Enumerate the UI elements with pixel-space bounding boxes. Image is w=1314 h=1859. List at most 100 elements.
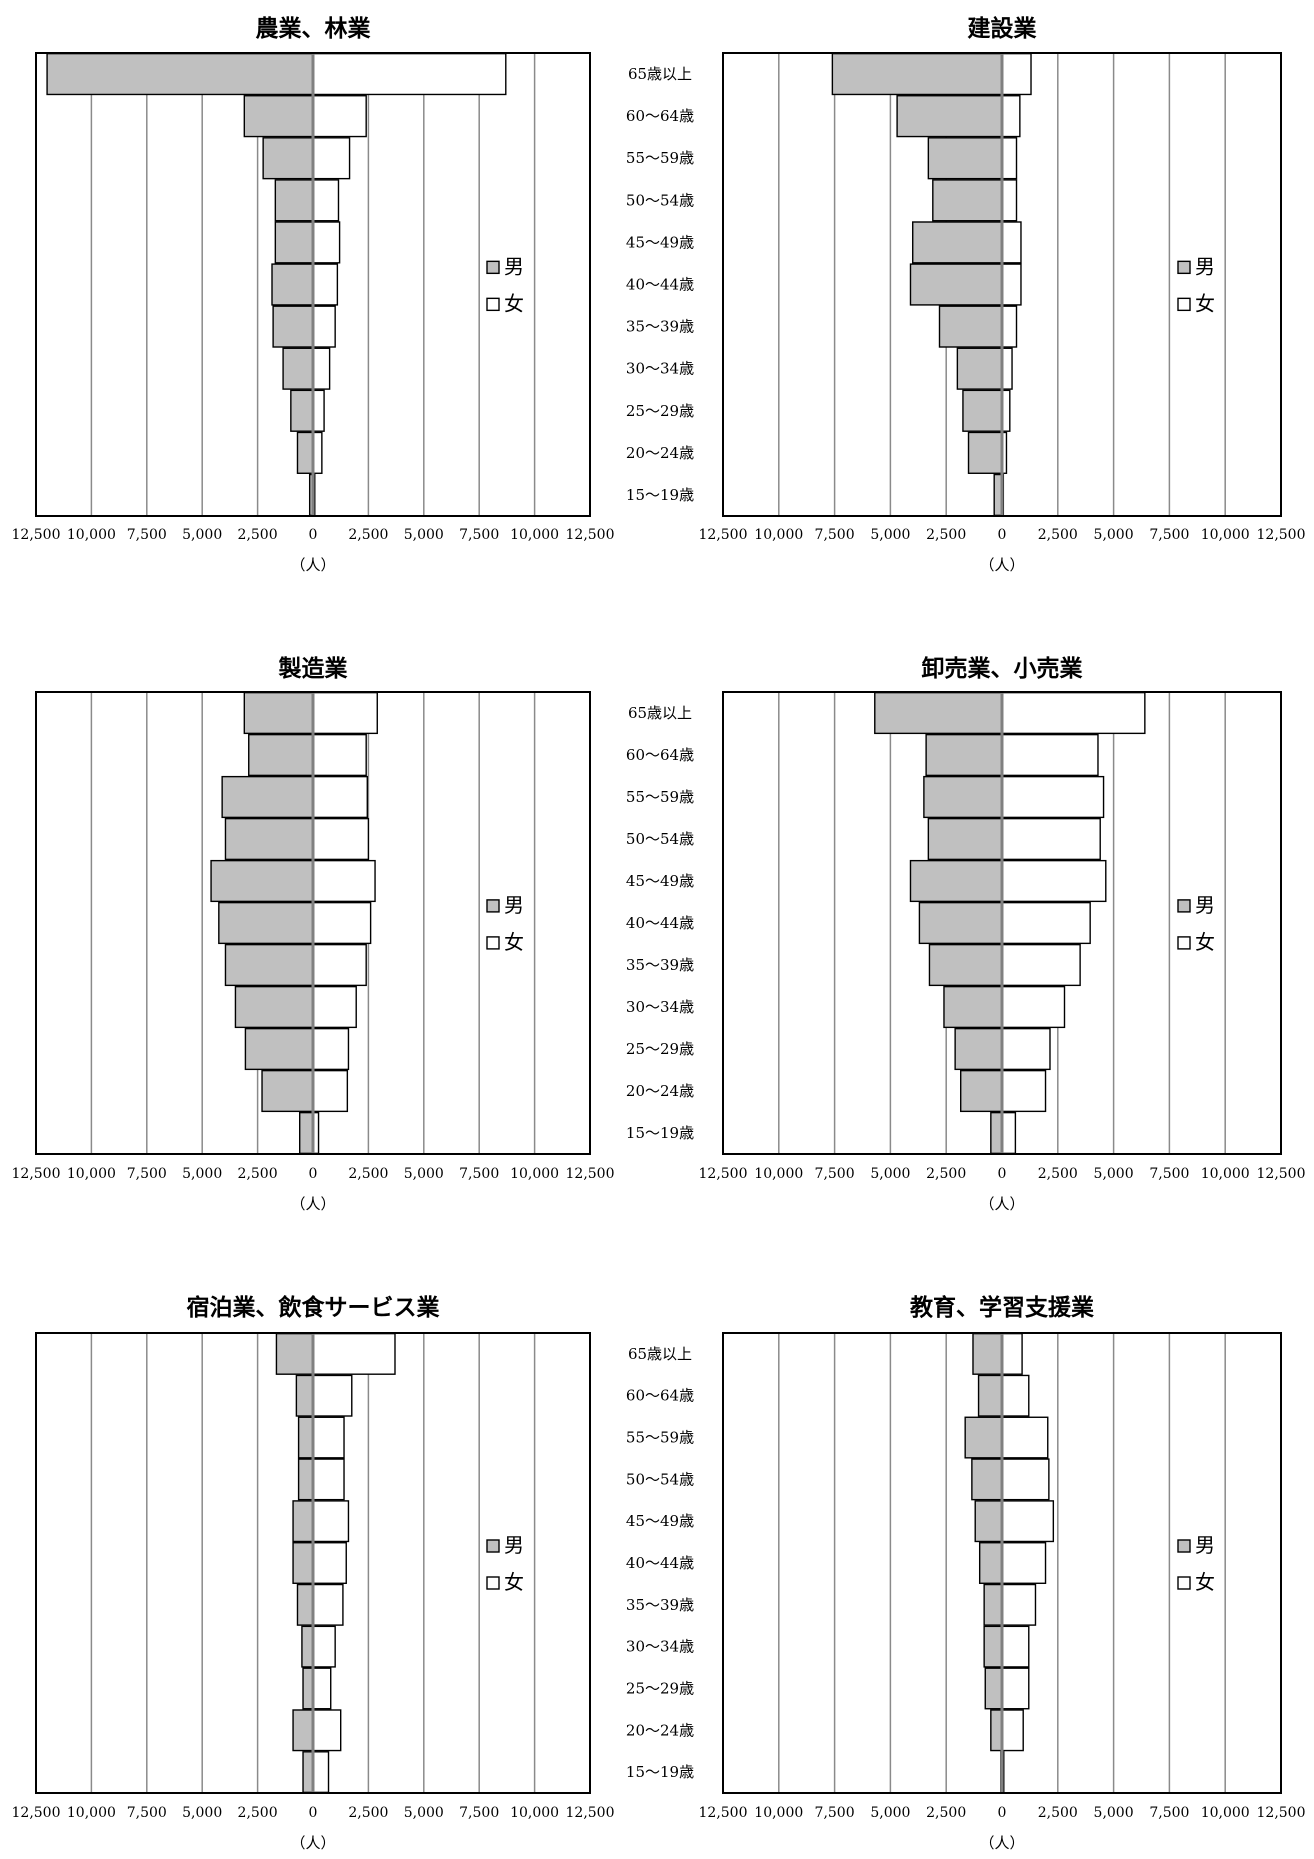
bar-male (46, 52, 314, 96)
bar-female (1001, 1583, 1037, 1626)
bar-male (928, 943, 1003, 987)
panel-title: 卸売業、小売業 (922, 655, 1084, 682)
x-tick-label: 7,500 (1149, 1166, 1189, 1182)
x-tick-label: 12,500 (566, 1805, 615, 1821)
bar-male (927, 137, 1003, 180)
bar-female (312, 1542, 347, 1584)
panel-title: 建設業 (968, 15, 1038, 42)
x-tick-label: 2,500 (926, 1805, 966, 1821)
age-group-label: 45～49歳 (626, 233, 694, 251)
x-tick-label: 7,500 (459, 527, 499, 543)
x-tick-label: 0 (309, 527, 318, 543)
bar-male (932, 179, 1003, 222)
bar-male (960, 1069, 1003, 1113)
bar-male (896, 95, 1003, 138)
age-group-label: 65歳以上 (628, 65, 692, 83)
bar-male (218, 901, 314, 945)
age-group-label: 30～34歳 (626, 1638, 694, 1656)
x-axis-label: （人） (979, 1195, 1024, 1213)
x-axis-label: （人） (290, 556, 335, 574)
x-tick-label: 2,500 (238, 1166, 278, 1182)
legend-label-male: 男 (1195, 254, 1215, 278)
bar-male (984, 1667, 1003, 1710)
bar-male (974, 1500, 1003, 1543)
legend-swatch-female (486, 936, 500, 950)
bar-female (1001, 901, 1091, 945)
panel-title: 教育、学習支援業 (910, 1294, 1095, 1321)
bar-male (874, 691, 1003, 735)
bar-female (312, 1667, 332, 1710)
legend-label-female: 女 (504, 1570, 524, 1594)
x-tick-label: 12,500 (699, 1805, 748, 1821)
bar-male (909, 263, 1003, 306)
bar-female (1001, 95, 1021, 138)
bar-male (275, 1332, 314, 1375)
age-group-label: 40～44歳 (626, 276, 694, 294)
bar-female (1001, 1332, 1023, 1375)
bar-female (1001, 1625, 1030, 1668)
age-group-label: 25～29歳 (626, 402, 694, 420)
bar-female (1001, 859, 1107, 903)
legend-label-female: 女 (1195, 1570, 1215, 1594)
bar-male (295, 1374, 314, 1417)
x-tick-label: 12,500 (1257, 527, 1306, 543)
bar-female (312, 1332, 396, 1375)
bar-male (243, 95, 314, 138)
pyramid-panel-1: 農業、林業 65歳以上 60～64歳 55～59歳 50～54歳 45～49歳 40～44歳… (12, 15, 695, 574)
bar-female (312, 263, 339, 306)
legend-label-female: 女 (504, 291, 524, 315)
bar-female (1001, 1374, 1030, 1417)
x-tick-label: 12,500 (1257, 1166, 1306, 1182)
x-tick-label: 10,000 (510, 527, 559, 543)
bar-female (312, 1458, 345, 1501)
bar-female (312, 1751, 330, 1794)
legend: 男女 (1177, 893, 1215, 954)
x-tick-label: 7,500 (459, 1166, 499, 1182)
bar-male (297, 1416, 314, 1459)
age-group-label: 45～49歳 (626, 872, 694, 890)
bar-male (297, 1458, 314, 1501)
bar-female (1001, 347, 1013, 390)
legend-label-male: 男 (504, 893, 524, 917)
pyramid-panel-2: 建設業 12,500 10,000 7,500 5,000 2,500 0 2,500 5,00… (699, 15, 1306, 574)
bar-male (299, 1111, 314, 1155)
x-tick-label: 12,500 (12, 1805, 61, 1821)
x-tick-label: 5,000 (404, 1805, 444, 1821)
x-tick-label: 12,500 (12, 1166, 61, 1182)
bar-female (1001, 1709, 1024, 1752)
bar-female (1001, 985, 1066, 1029)
legend-label-male: 男 (504, 254, 524, 278)
legend-label-female: 女 (1195, 930, 1215, 954)
bar-male (224, 817, 314, 861)
bar-male (983, 1583, 1003, 1626)
x-tick-label: 10,000 (510, 1166, 559, 1182)
bar-male (272, 305, 314, 348)
bar-male (972, 1332, 1003, 1375)
age-group-label: 30～34歳 (626, 998, 694, 1016)
bar-male (274, 179, 314, 222)
legend-swatch-male (1177, 1539, 1191, 1553)
x-tick-label: 2,500 (1038, 1805, 1078, 1821)
bar-male (983, 1625, 1003, 1668)
bar-female (312, 137, 351, 180)
x-tick-label: 12,500 (699, 1166, 748, 1182)
x-tick-label: 5,000 (1094, 1805, 1134, 1821)
age-group-label: 15～19歳 (626, 486, 694, 504)
x-axis-label: （人） (979, 1834, 1024, 1852)
bar-male (292, 1542, 314, 1584)
x-tick-label: 0 (998, 1166, 1007, 1182)
age-group-label: 55～59歳 (626, 149, 694, 167)
x-axis-label: （人） (290, 1834, 335, 1852)
legend: 男女 (486, 893, 524, 954)
pyramid-panel-4: 卸売業、小売業 12,500 10,000 7,500 5,000 2,500 0 2,500… (699, 655, 1306, 1213)
x-tick-label: 5,000 (870, 1166, 910, 1182)
bar-female (312, 733, 367, 777)
bar-male (282, 347, 314, 390)
bar-male (977, 1374, 1003, 1417)
x-tick-label: 7,500 (459, 1805, 499, 1821)
bar-male (943, 985, 1003, 1029)
bar-female (312, 1500, 350, 1543)
bar-female (312, 817, 370, 861)
panel-title: 農業、林業 (256, 15, 372, 42)
legend-label-male: 男 (1195, 1533, 1215, 1557)
